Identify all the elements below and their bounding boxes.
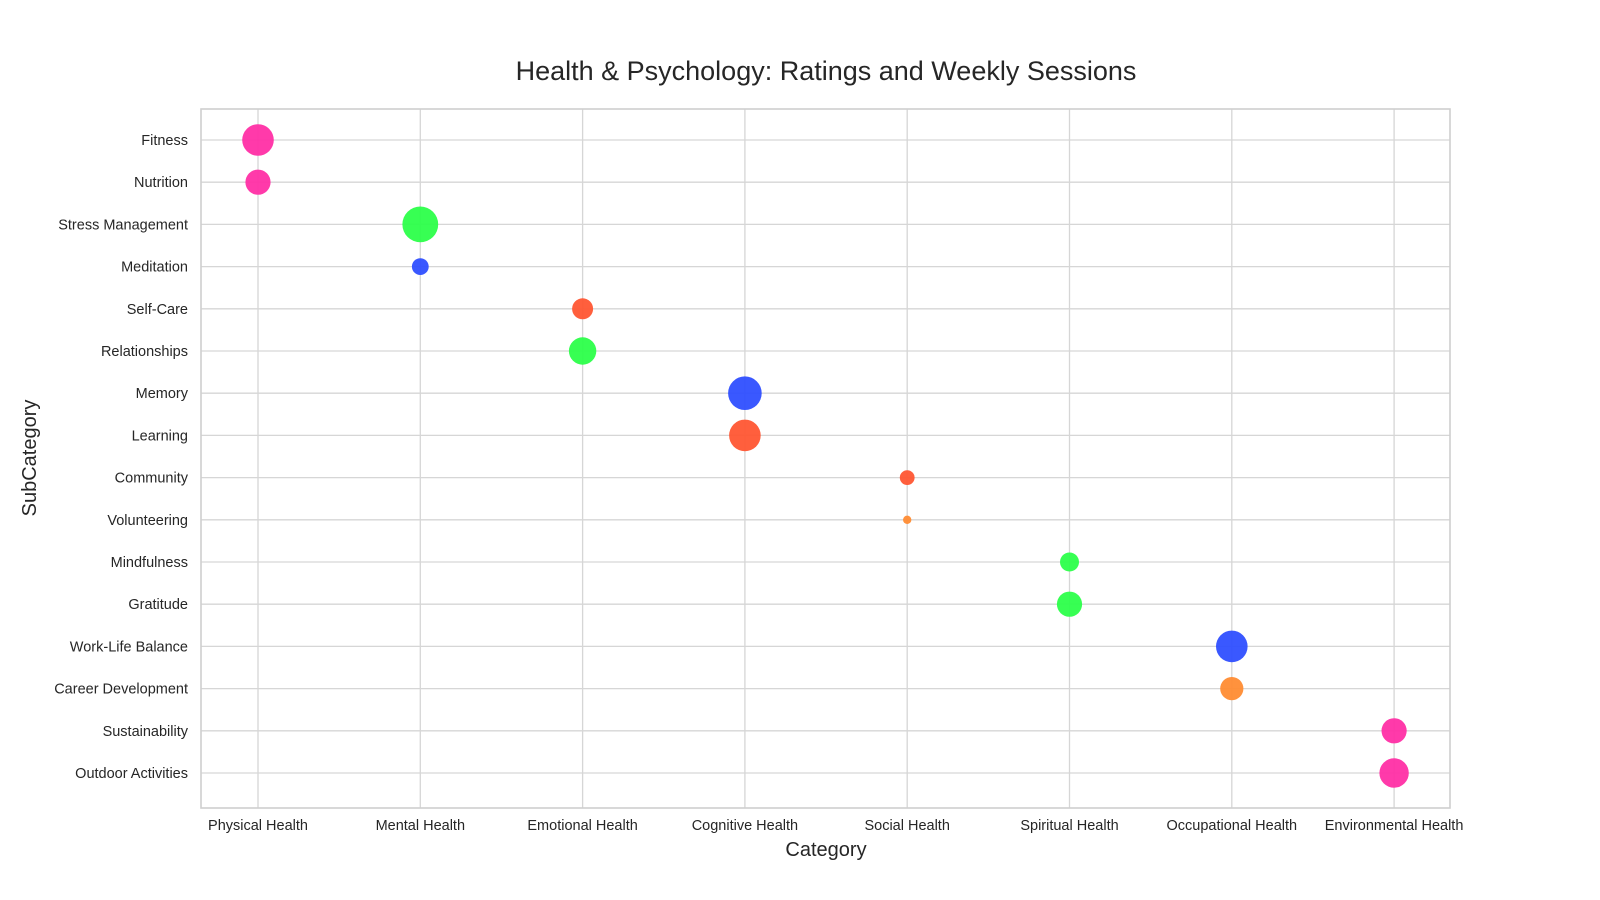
x-axis-label: Category [785,839,866,861]
y-tick-gratitude: Gratitude [128,597,188,613]
bubble-fitness [242,124,274,156]
bubble-outdoor-activities [1379,758,1409,788]
y-tick-learning: Learning [132,428,188,444]
bubble-nutrition [245,169,271,195]
y-tick-sustainability: Sustainability [103,724,189,740]
x-tick-mental-health: Mental Health [376,818,465,834]
x-tick-labels: Physical Health Mental Health Emotional He… [208,818,1463,834]
y-tick-stress-management: Stress Management [58,217,188,233]
y-axis-label: SubCategory [19,400,41,517]
points-layer [242,124,1409,788]
y-tick-meditation: Meditation [121,260,188,276]
x-tick-environmental-health: Environmental Health [1325,818,1464,834]
bubble-meditation [411,258,429,275]
x-tick-spiritual-health: Spiritual Health [1020,818,1118,834]
grid-layer [201,109,1450,808]
bubble-self-care [572,298,594,320]
y-tick-volunteering: Volunteering [107,513,188,529]
x-tick-emotional-health: Emotional Health [527,818,637,834]
x-tick-social-health: Social Health [864,818,949,834]
y-tick-outdoor-activities: Outdoor Activities [75,766,188,782]
y-tick-career-development: Career Development [54,682,188,698]
bubble-work-life-balance [1216,630,1248,663]
plot-frame [200,108,1451,809]
y-tick-nutrition: Nutrition [134,175,188,191]
bubble-stress-management [402,206,439,243]
bubble-gratitude [1056,591,1083,617]
bubble-relationships [568,337,597,365]
y-tick-fitness: Fitness [141,133,188,149]
chart-title: Health & Psychology: Ratings and Weekly … [516,56,1137,86]
bubble-learning [729,419,761,452]
bubble-volunteering [903,515,912,524]
x-tick-occupational-health: Occupational Health [1167,818,1298,834]
bubble-mindfulness [1060,552,1079,572]
bubble-community [899,470,915,485]
y-tick-community: Community [115,471,189,487]
y-tick-mindfulness: Mindfulness [111,555,188,571]
y-tick-labels: Fitness Nutrition Stress Management Meditat… [54,133,189,782]
bubble-memory [728,376,762,411]
y-tick-relationships: Relationships [101,344,188,360]
bubble-career-development [1220,677,1244,701]
x-tick-cognitive-health: Cognitive Health [692,818,798,834]
bubble-sustainability [1381,718,1407,744]
y-tick-work-life-balance: Work-Life Balance [70,639,188,655]
y-tick-self-care: Self-Care [127,302,188,318]
x-tick-physical-health: Physical Health [208,818,308,834]
y-tick-memory: Memory [136,386,189,402]
